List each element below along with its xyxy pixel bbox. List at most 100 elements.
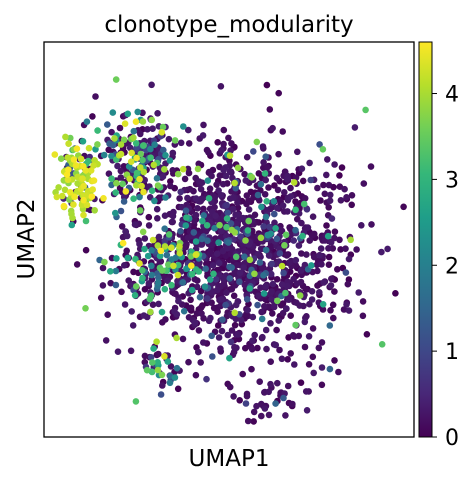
scatter-point: [273, 326, 280, 334]
scatter-point: [260, 272, 267, 279]
scatter-point: [223, 223, 230, 231]
scatter-point: [119, 239, 127, 247]
scatter-point: [217, 345, 224, 353]
scatter-point: [99, 264, 107, 272]
scatter-point: [287, 184, 294, 192]
scatter-point: [303, 313, 310, 320]
scatter-point: [138, 182, 145, 190]
scatter-point: [85, 144, 93, 152]
scatter-point: [80, 182, 87, 190]
scatter-point: [314, 184, 321, 192]
scatter-point: [80, 196, 87, 204]
scatter-point: [217, 83, 225, 90]
scatter-point: [183, 214, 190, 221]
scatter-point: [195, 327, 203, 334]
scatter-point: [113, 255, 120, 262]
scatter-point: [147, 145, 154, 153]
scatter-point: [224, 331, 232, 339]
scatter-point: [140, 188, 147, 196]
scatter-point: [216, 221, 223, 229]
scatter-point: [118, 223, 126, 230]
scatter-point: [85, 157, 92, 165]
scatter-point: [55, 184, 62, 191]
scatter-point: [226, 168, 234, 175]
scatter-point: [177, 227, 184, 235]
scatter-point: [144, 126, 151, 133]
scatter-point: [273, 174, 281, 182]
scatter-point: [242, 177, 250, 184]
scatter-point: [330, 314, 337, 322]
scatter-point: [246, 285, 253, 292]
scatter-point: [284, 382, 292, 390]
scatter-point: [91, 207, 98, 214]
scatter-point: [276, 346, 283, 354]
scatter-point: [116, 124, 124, 132]
scatter-point: [154, 110, 161, 117]
scatter-point: [139, 118, 147, 125]
scatter-point: [64, 176, 72, 184]
scatter-point: [327, 239, 335, 246]
scatter-point: [140, 312, 148, 319]
scatter-point: [176, 249, 184, 257]
scatter-point: [133, 169, 141, 177]
scatter-point: [205, 195, 213, 202]
scatter-point: [338, 164, 346, 171]
scatter-point: [117, 207, 125, 215]
scatter-point: [155, 300, 162, 308]
scatter-point: [244, 306, 251, 314]
scatter-point: [153, 175, 161, 182]
scatter-point: [308, 262, 315, 269]
scatter-point: [261, 303, 268, 310]
scatter-point: [274, 379, 281, 387]
scatter-point: [193, 283, 201, 291]
scatter-point: [302, 388, 310, 395]
scatter-point: [162, 194, 169, 201]
scatter-point: [230, 393, 237, 400]
scatter-point: [104, 311, 111, 319]
scatter-point: [273, 235, 281, 243]
scatter-point: [70, 201, 77, 208]
scatter-point: [141, 352, 149, 360]
scatter-point: [294, 215, 301, 223]
scatter-point: [267, 380, 274, 388]
scatter-point: [318, 261, 325, 268]
scatter-point: [132, 118, 140, 125]
scatter-point: [351, 124, 359, 131]
scatter-point: [174, 170, 182, 178]
scatter-point: [216, 172, 224, 179]
scatter-point: [210, 270, 217, 278]
scatter-point: [211, 193, 219, 201]
scatter-point: [262, 326, 270, 334]
scatter-point: [237, 233, 244, 240]
scatter-point: [100, 195, 107, 202]
scatter-point: [283, 252, 291, 259]
scatter-point: [82, 246, 90, 254]
scatter-point: [196, 293, 204, 301]
scatter-point: [258, 203, 265, 211]
scatter-point: [245, 206, 253, 213]
scatter-point: [148, 116, 156, 124]
scatter-point: [169, 212, 177, 220]
scatter-point: [326, 365, 334, 373]
scatter-point: [267, 270, 275, 278]
scatter-point: [197, 241, 205, 248]
scatter-point: [219, 316, 226, 324]
scatter-point: [213, 181, 220, 188]
scatter-point: [296, 292, 304, 299]
scatter-point: [188, 286, 196, 294]
scatter-points: [51, 76, 407, 425]
scatter-point: [154, 359, 161, 366]
scatter-point: [136, 207, 144, 214]
scatter-point: [112, 76, 120, 83]
scatter-point: [139, 228, 147, 236]
scatter-point: [257, 181, 265, 188]
scatter-point: [111, 135, 118, 142]
scatter-point: [181, 175, 189, 183]
scatter-point: [168, 244, 175, 251]
scatter-point: [121, 120, 129, 127]
scatter-point: [276, 250, 284, 257]
scatter-point: [343, 301, 350, 308]
scatter-point: [253, 138, 261, 146]
scatter-point: [59, 192, 66, 200]
scatter-point: [190, 229, 198, 236]
